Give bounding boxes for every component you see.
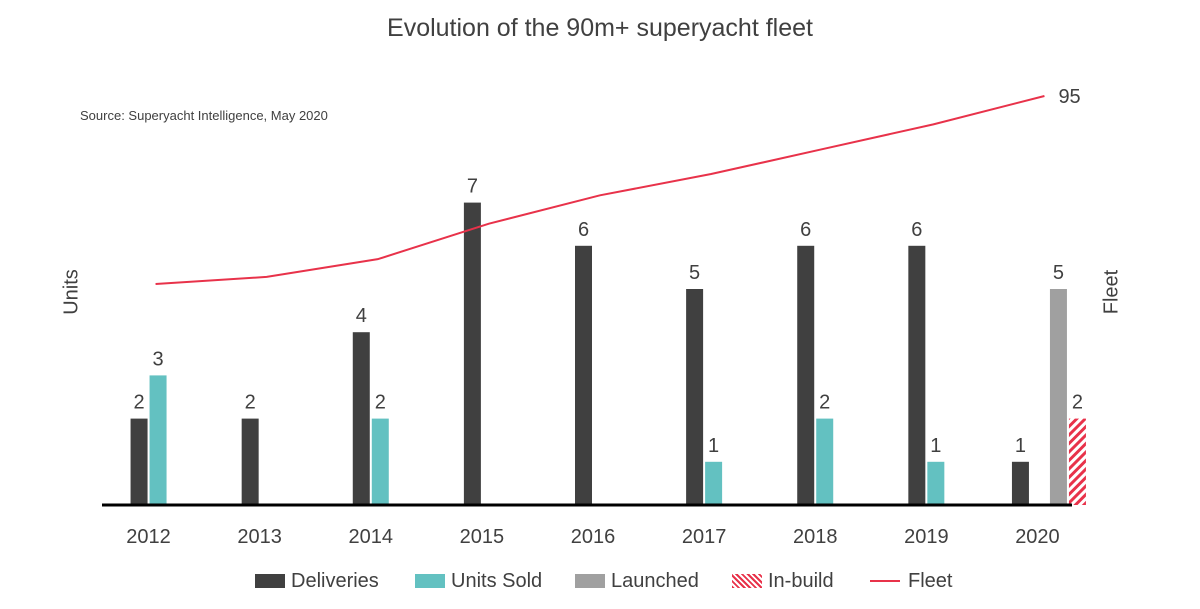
bar-deliveries-2012 (130, 418, 148, 505)
data-label-units-sold-2017: 1 (708, 435, 719, 457)
legend-label-in-build: In-build (768, 569, 834, 592)
bar-units-sold-2017 (705, 461, 723, 505)
data-label-launched-2020: 5 (1053, 262, 1064, 284)
data-label-in-build-2020: 2 (1072, 392, 1083, 414)
bar-deliveries-2016 (575, 245, 592, 506)
data-label-fleet-2020: 95 (1058, 86, 1080, 108)
x-tick-label-2020: 2020 (1015, 526, 1060, 548)
bar-units-sold-2014 (371, 418, 389, 505)
data-label-deliveries-2013: 2 (245, 392, 256, 414)
legend-label-fleet: Fleet (908, 569, 953, 592)
x-tick-label-2012: 2012 (126, 526, 171, 548)
legend-swatch-units-sold (415, 574, 445, 588)
bar-in-build-2020 (1068, 418, 1086, 505)
data-label-units-sold-2019: 1 (930, 435, 941, 457)
x-tick-label-2017: 2017 (682, 526, 727, 548)
legend-item-units-sold: Units Sold (415, 567, 542, 595)
x-tick-label-2016: 2016 (571, 526, 616, 548)
line-fleet (155, 95, 1045, 285)
legend-label-deliveries: Deliveries (291, 569, 379, 592)
source-note: Source: Superyacht Intelligence, May 202… (80, 108, 328, 123)
legend-swatch-in-build (732, 574, 762, 588)
legend-swatch-launched (575, 574, 605, 588)
bar-deliveries-2013 (241, 418, 259, 505)
chart-title: Evolution of the 90m+ superyacht fleet (387, 14, 813, 42)
data-label-units-sold-2014: 2 (375, 392, 386, 414)
x-tick-label-2018: 2018 (793, 526, 838, 548)
bar-units-sold-2012 (149, 375, 167, 505)
bar-deliveries-2015 (463, 202, 481, 505)
legend-item-launched: Launched (575, 567, 699, 595)
bar-units-sold-2019 (927, 461, 945, 505)
x-tick-label-2019: 2019 (904, 526, 949, 548)
data-label-deliveries-2019: 6 (911, 219, 922, 241)
legend-swatch-fleet (870, 580, 900, 582)
data-label-deliveries-2014: 4 (356, 305, 367, 327)
data-label-deliveries-2015: 7 (467, 176, 478, 198)
bar-deliveries-2020 (1011, 461, 1029, 505)
data-label-units-sold-2012: 3 (152, 348, 163, 370)
data-label-units-sold-2018: 2 (819, 392, 830, 414)
legend-item-deliveries: Deliveries (255, 567, 379, 595)
bar-deliveries-2018 (797, 245, 815, 506)
legend-swatch-deliveries (255, 574, 285, 588)
chart-legend: Deliveries Units Sold Launched In-build Flee… (0, 567, 1200, 595)
data-label-deliveries-2012: 2 (133, 392, 144, 414)
legend-item-fleet: Fleet (870, 567, 952, 595)
data-label-deliveries-2016: 6 (578, 219, 589, 241)
x-tick-label-2015: 2015 (460, 526, 505, 548)
x-tick-label-2014: 2014 (349, 526, 394, 548)
x-tick-label-2013: 2013 (237, 526, 282, 548)
bar-units-sold-2018 (816, 418, 834, 505)
data-label-deliveries-2017: 5 (689, 262, 700, 284)
bar-deliveries-2019 (908, 245, 926, 506)
bar-deliveries-2014 (352, 332, 370, 505)
bar-deliveries-2017 (686, 289, 704, 505)
legend-label-launched: Launched (611, 569, 699, 592)
data-label-deliveries-2020: 1 (1015, 435, 1026, 457)
legend-label-units-sold: Units Sold (451, 569, 543, 592)
legend-item-in-build: In-build (732, 567, 834, 595)
data-label-deliveries-2018: 6 (800, 219, 811, 241)
bar-launched-2020 (1049, 289, 1067, 505)
